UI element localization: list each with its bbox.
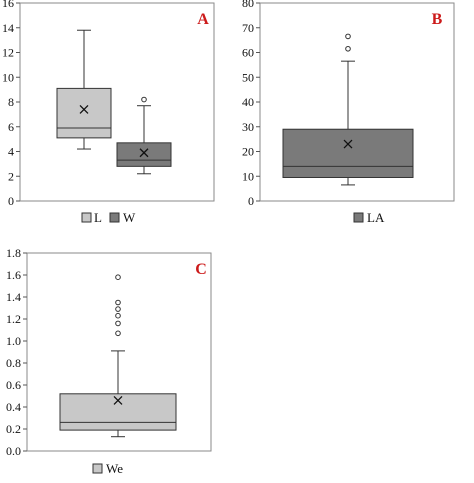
y-tick-label: 0	[8, 194, 14, 208]
mean-marker	[343, 139, 353, 149]
y-tick-label: 70	[242, 21, 254, 35]
y-tick-label: 14	[2, 21, 14, 35]
iqr-box	[59, 393, 177, 431]
legend-label: We	[106, 461, 123, 476]
y-tick-label: 10	[2, 70, 14, 84]
iqr-box	[282, 128, 414, 178]
y-tick-label: 0.6	[6, 378, 21, 392]
outlier-point	[115, 274, 121, 281]
y-tick-label: 50	[242, 70, 254, 84]
y-tick-label: 10	[242, 169, 254, 183]
outlier-point	[115, 299, 121, 306]
box-series-l	[56, 29, 112, 150]
outlier-point	[115, 320, 121, 327]
y-tick-label: 20	[242, 145, 254, 159]
legend-swatch	[109, 212, 120, 223]
legend-label: L	[94, 210, 102, 225]
mean-marker	[139, 148, 149, 158]
y-tick-label: 6	[8, 120, 14, 134]
y-tick-label: 80	[242, 0, 254, 10]
y-tick-label: 16	[2, 0, 14, 10]
legend-label: W	[123, 210, 136, 225]
y-tick-label: 1.0	[6, 334, 21, 348]
panel-label: C	[195, 261, 207, 278]
iqr-box	[56, 87, 112, 139]
legend-label: LA	[367, 210, 385, 225]
y-tick-label: 40	[242, 95, 254, 109]
y-tick-label: 4	[8, 145, 14, 159]
mean-marker	[79, 104, 89, 114]
y-tick-label: 0.0	[6, 444, 21, 458]
y-tick-label: 30	[242, 120, 254, 134]
y-tick-label: 0.8	[6, 356, 21, 370]
box-series-la	[282, 33, 414, 186]
legend-swatch	[81, 212, 92, 223]
panel-label: B	[432, 11, 443, 28]
y-tick-label: 0.2	[6, 422, 21, 436]
outlier-point	[115, 312, 121, 319]
outlier-point	[345, 45, 351, 52]
box-series-w	[116, 96, 172, 175]
y-tick-label: 60	[242, 46, 254, 60]
outlier-point	[115, 330, 121, 337]
y-tick-label: 1.2	[6, 312, 21, 326]
y-tick-label: 1.4	[6, 290, 21, 304]
chart-panel-c: 0.0 0.2 0.4 0.6 0.8 1.0 1.2 1.4 1.6 1.8 C We	[6, 246, 212, 476]
y-tick-label: 12	[2, 46, 14, 60]
box-series-we	[59, 274, 177, 438]
outlier-point	[115, 306, 121, 312]
legend-swatch	[353, 212, 364, 223]
plot-frame	[19, 2, 215, 202]
outlier-point	[141, 96, 147, 103]
y-tick-label: 8	[8, 95, 14, 109]
y-tick-label: 0.4	[6, 400, 21, 414]
mean-marker	[113, 395, 123, 405]
panel-label: A	[197, 11, 209, 28]
chart-panel-a: 0 2 4 6 8 10 12 14 16 A L W	[2, 0, 215, 225]
y-tick-label: 2	[8, 169, 14, 183]
legend-swatch	[92, 463, 103, 474]
y-tick-label: 1.8	[6, 246, 21, 260]
y-tick-label: 0	[248, 194, 254, 208]
outlier-point	[345, 33, 351, 40]
iqr-box	[116, 142, 172, 167]
y-tick-label: 1.6	[6, 268, 21, 282]
chart-panel-b: 0 10 20 30 40 50 60 70 80 B LA	[242, 0, 455, 225]
